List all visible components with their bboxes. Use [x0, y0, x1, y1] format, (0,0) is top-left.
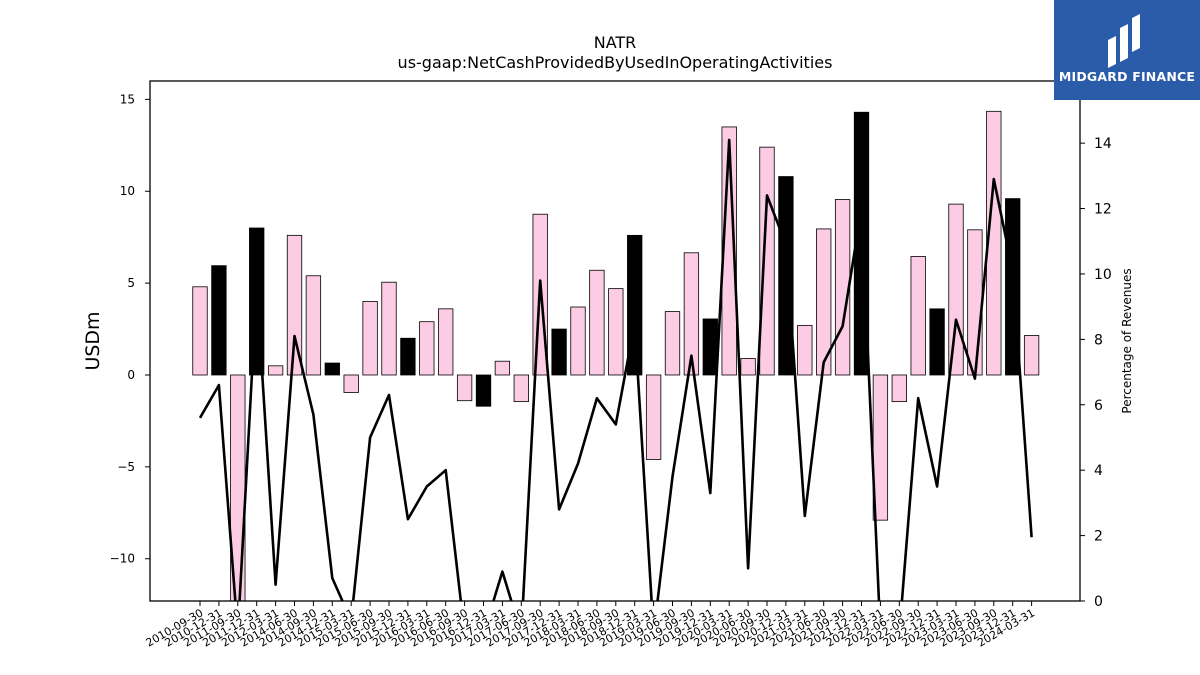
- bar: [381, 281, 397, 376]
- y-axis-label: USDm: [82, 311, 104, 370]
- bar: [513, 374, 529, 403]
- y2-tick-label: 12: [1094, 202, 1112, 218]
- bar: [645, 374, 662, 460]
- bar: [343, 374, 359, 393]
- bar: [570, 306, 586, 376]
- bar: [759, 146, 775, 376]
- chart-title: NATR: [594, 33, 637, 52]
- y2-axis-label: Percentage of Revenues: [1120, 268, 1134, 413]
- bar: [475, 374, 492, 407]
- y2-tick-label: 10: [1094, 267, 1112, 283]
- bar: [589, 269, 605, 376]
- bar: [816, 228, 832, 376]
- chart-subtitle: us-gaap:NetCashProvidedByUsedInOperating…: [398, 53, 833, 72]
- y-tick-label: −10: [110, 552, 135, 566]
- bar: [305, 275, 322, 376]
- bar: [702, 318, 718, 376]
- bar: [683, 252, 700, 376]
- bar: [494, 360, 511, 376]
- y-axis-left: −10 −5 0 5 10 15: [110, 92, 150, 566]
- y2-tick-label: 4: [1094, 463, 1103, 479]
- midgard-logo-icon: [1108, 14, 1140, 68]
- bar: [324, 362, 340, 376]
- y-tick-label: 0: [127, 368, 135, 382]
- bars: [192, 110, 1040, 602]
- y2-tick-label: 14: [1094, 136, 1112, 152]
- bar: [608, 288, 624, 376]
- bar: [286, 234, 303, 376]
- bar: [948, 203, 964, 376]
- bar: [797, 324, 813, 376]
- bar: [400, 337, 416, 376]
- bar: [551, 328, 567, 376]
- y2-tick-label: 0: [1094, 594, 1103, 610]
- bar: [211, 265, 227, 376]
- bar: [664, 311, 681, 376]
- y-tick-label: 10: [120, 184, 135, 198]
- bar: [910, 256, 926, 376]
- bar: [967, 229, 983, 376]
- y-tick-label: 5: [127, 276, 135, 290]
- bar: [1023, 335, 1040, 376]
- bar: [362, 301, 378, 376]
- bar: [891, 374, 907, 403]
- ratio-line-layer: [198, 138, 1033, 601]
- bar: [456, 374, 473, 402]
- bar: [267, 365, 284, 376]
- y2-tick-label: 2: [1094, 529, 1103, 545]
- bar: [929, 308, 945, 376]
- y-axis-right: 0 2 4 6 8 10 12 14: [1080, 136, 1112, 610]
- logo-text: MIDGARD FINANCE: [1058, 69, 1196, 84]
- bar: [438, 308, 454, 376]
- ratio-line: [198, 138, 1033, 601]
- brand-logo: MIDGARD FINANCE: [1054, 0, 1200, 100]
- plot-frame: [149, 80, 1081, 602]
- x-axis: 2010-09-302010-12-312011-09-302011-12-31…: [144, 601, 1037, 650]
- bar: [740, 358, 756, 376]
- y2-tick-label: 6: [1094, 398, 1103, 414]
- bar: [192, 286, 208, 376]
- bar: [778, 176, 794, 376]
- y2-tick-label: 8: [1094, 332, 1103, 348]
- y-tick-label: 15: [120, 92, 135, 106]
- bar: [419, 321, 435, 376]
- y-tick-label: −5: [117, 460, 135, 474]
